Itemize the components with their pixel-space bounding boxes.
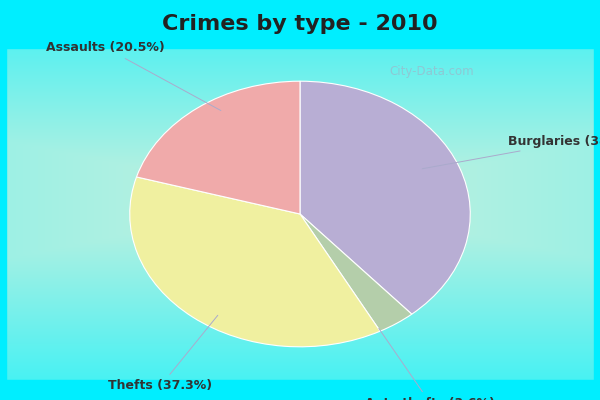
Wedge shape	[300, 81, 470, 314]
Text: Crimes by type - 2010: Crimes by type - 2010	[162, 14, 438, 34]
Bar	[594, 0, 600, 400]
Text: City-Data.com: City-Data.com	[389, 66, 475, 78]
Wedge shape	[130, 177, 380, 347]
Bar	[0, 0, 600, 48]
Wedge shape	[137, 81, 300, 214]
Bar	[0, 380, 600, 400]
Text: Assaults (20.5%): Assaults (20.5%)	[46, 41, 221, 110]
Text: Burglaries (38.6%): Burglaries (38.6%)	[422, 135, 600, 169]
Text: Auto thefts (3.6%): Auto thefts (3.6%)	[365, 328, 496, 400]
Text: Thefts (37.3%): Thefts (37.3%)	[109, 315, 218, 392]
Bar	[0, 0, 6, 400]
Wedge shape	[300, 214, 412, 331]
